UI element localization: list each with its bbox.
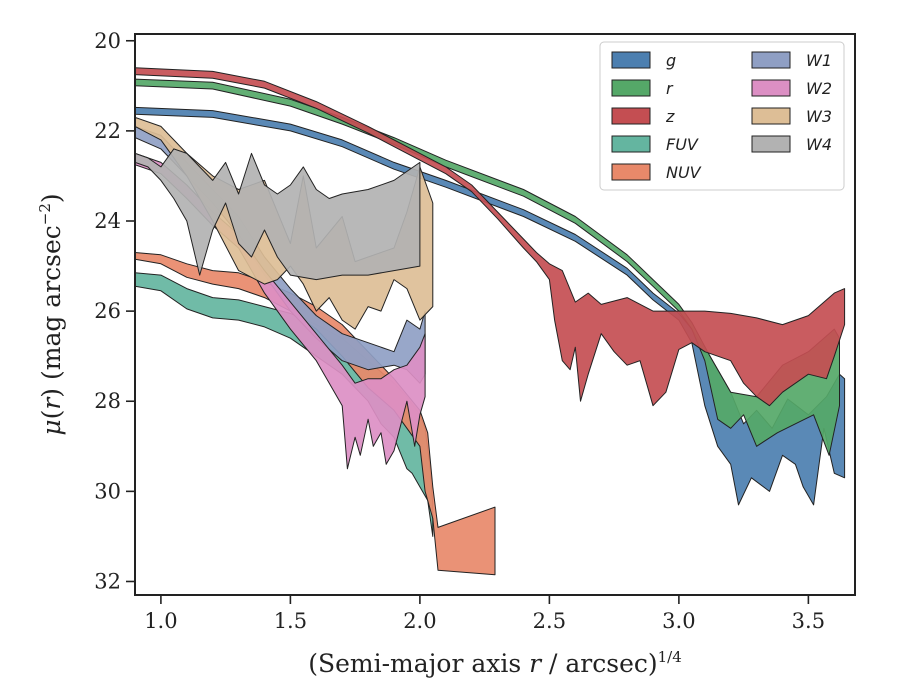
legend-label-w1: W1 — [806, 51, 832, 70]
y-tick-label: 30 — [94, 479, 121, 503]
x-axis-label-exponent: 1/4 — [658, 648, 682, 666]
data-bands — [135, 67, 846, 576]
x-tick-label: 3.5 — [792, 609, 825, 633]
band-r — [135, 78, 840, 456]
legend-label-nuv: NUV — [666, 163, 702, 182]
legend-label-z: z — [665, 107, 675, 126]
legend-swatch-w3 — [751, 107, 791, 125]
legend-swatch-w2 — [751, 79, 791, 97]
y-tick-label: 24 — [94, 209, 121, 233]
x-axis-ticks: 1.0 1.5 2.0 2.5 3.0 3.5 — [144, 595, 825, 633]
legend-swatch-w1 — [751, 51, 791, 69]
y-tick-label: 22 — [94, 119, 121, 143]
x-tick-label: 1.5 — [274, 609, 307, 633]
legend-label-w4: W4 — [806, 135, 832, 154]
legend-swatch-w4 — [751, 135, 791, 153]
legend-swatch-fuv — [611, 135, 651, 153]
y-axis-ticks: 20 22 24 26 28 30 32 — [94, 29, 135, 593]
band-w4 — [135, 148, 421, 281]
x-axis-label: (Semi-major axis r / arcsec)1/4 — [308, 648, 682, 678]
legend-label-w2: W2 — [806, 79, 832, 98]
band-w2 — [135, 152, 426, 470]
legend-label-fuv: FUV — [666, 135, 699, 154]
legend-swatch-nuv — [611, 163, 651, 181]
legend-label-w3: W3 — [806, 107, 832, 126]
y-tick-label: 32 — [94, 569, 121, 593]
x-tick-label: 2.5 — [533, 609, 566, 633]
legend-swatch-g — [611, 51, 651, 69]
y-axis-label: μ(r) (mag arcsec−2) — [36, 193, 66, 435]
legend-label-g: g — [666, 51, 676, 70]
legend-label-r: r — [666, 79, 674, 98]
legend-swatch-r — [611, 79, 651, 97]
y-axis-label-exponent: −2 — [36, 203, 54, 225]
y-tick-label: 28 — [94, 389, 121, 413]
plot-frame — [134, 33, 856, 596]
y-tick-label: 26 — [94, 299, 121, 323]
legend-box — [599, 41, 845, 191]
x-tick-label: 2.0 — [403, 609, 436, 633]
legend: grz FUV NUV W1 W2 W3 W4 — [599, 41, 845, 191]
band-z — [135, 67, 846, 407]
x-tick-label: 1.0 — [144, 609, 177, 633]
legend-swatch-z — [611, 107, 651, 125]
x-tick-label: 3.0 — [662, 609, 695, 633]
y-tick-label: 20 — [94, 29, 121, 53]
